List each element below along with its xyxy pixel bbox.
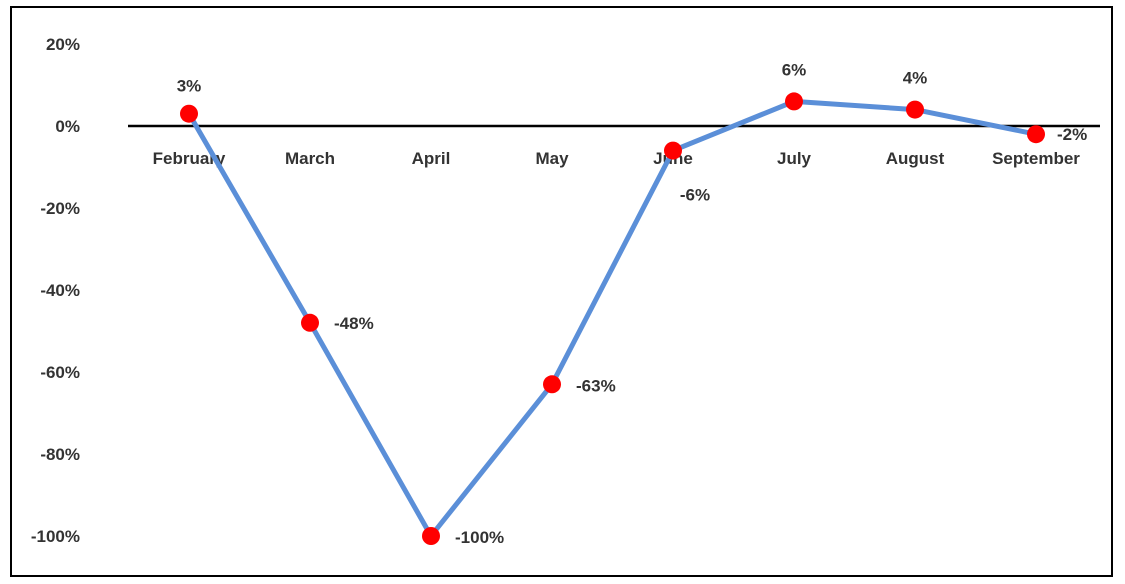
data-label: -6% bbox=[680, 186, 710, 205]
data-label: -48% bbox=[334, 314, 374, 333]
y-tick-label: -80% bbox=[40, 445, 80, 464]
y-tick-label: 0% bbox=[55, 117, 80, 136]
x-category-label: August bbox=[886, 149, 945, 168]
x-category-label: March bbox=[285, 149, 335, 168]
y-tick-label: -20% bbox=[40, 199, 80, 218]
data-label: -100% bbox=[455, 528, 504, 547]
chart-frame bbox=[10, 6, 1113, 577]
data-point-marker bbox=[301, 313, 319, 332]
data-point-marker bbox=[180, 104, 198, 123]
data-point-marker bbox=[785, 92, 803, 111]
y-tick-label: 20% bbox=[46, 35, 80, 54]
x-category-label: February bbox=[153, 149, 226, 168]
x-category-label: September bbox=[992, 149, 1080, 168]
data-label: 6% bbox=[782, 60, 807, 79]
x-category-label: April bbox=[412, 149, 451, 168]
y-tick-label: -40% bbox=[40, 281, 80, 300]
data-point-marker bbox=[422, 527, 440, 545]
data-point-marker bbox=[1027, 125, 1045, 144]
data-label: -63% bbox=[576, 376, 616, 395]
data-point-marker bbox=[906, 100, 924, 119]
data-label: 3% bbox=[177, 77, 202, 96]
data-point-marker bbox=[543, 375, 561, 394]
data-label: -2% bbox=[1057, 125, 1087, 144]
data-point-marker bbox=[664, 141, 682, 160]
y-tick-label: -100% bbox=[31, 527, 80, 546]
series-line bbox=[186, 98, 1039, 539]
data-label: 4% bbox=[903, 69, 928, 88]
x-category-label: July bbox=[777, 149, 812, 168]
x-category-label: May bbox=[535, 149, 569, 168]
y-tick-label: -60% bbox=[40, 363, 80, 382]
